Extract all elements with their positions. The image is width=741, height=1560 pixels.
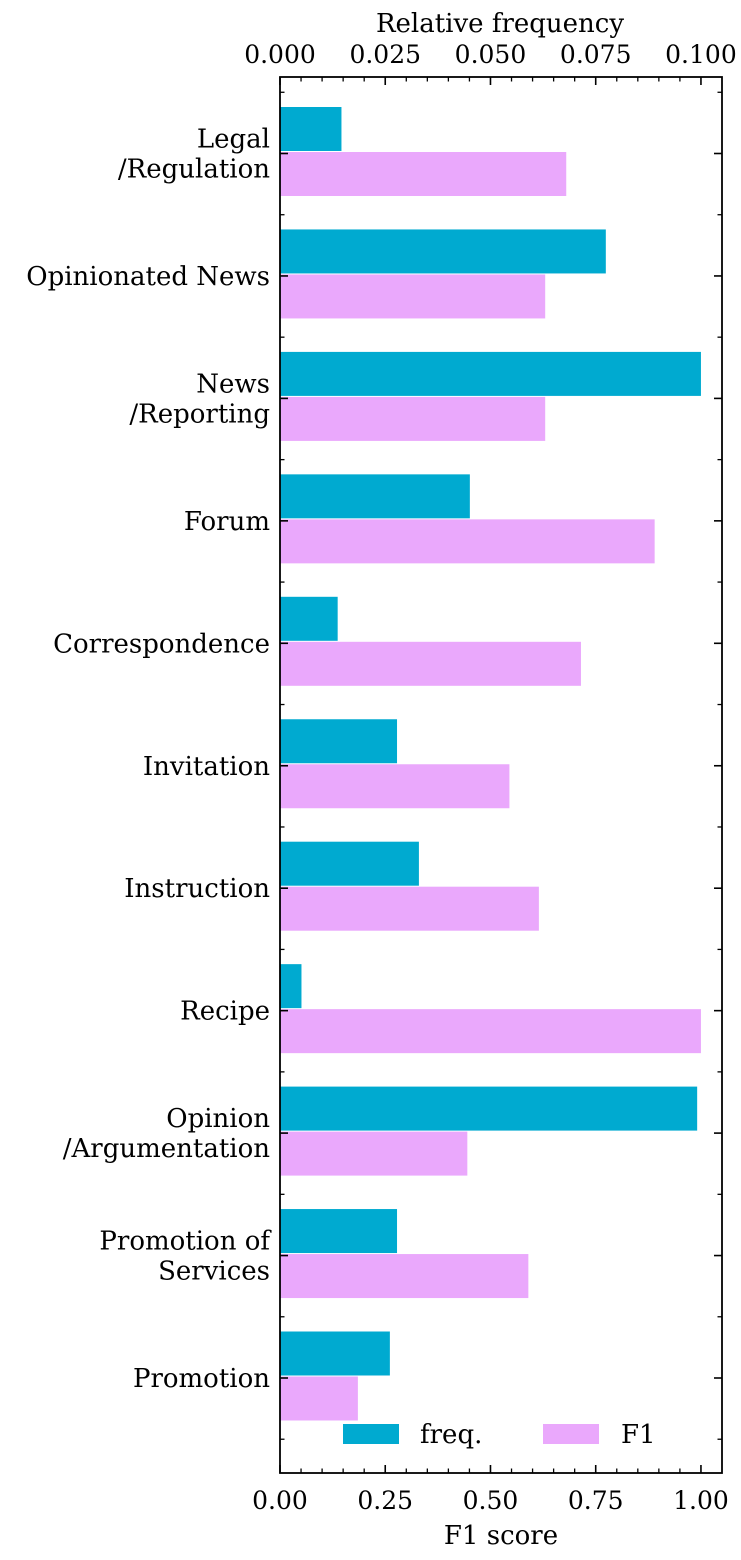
- category-label: Recipe: [180, 997, 270, 1027]
- bar-f1: [280, 1131, 468, 1176]
- bar-f1: [280, 1009, 701, 1054]
- category-label: Opinion/Argumentation: [63, 1104, 271, 1164]
- x-bottom-tick-label: 0.50: [463, 1486, 519, 1515]
- legend-label: freq.: [420, 1420, 482, 1450]
- category-label: Legal/Regulation: [118, 125, 270, 185]
- bar-freq: [280, 841, 419, 886]
- bar-freq: [280, 719, 398, 764]
- x-bottom-tick-label: 0.75: [568, 1486, 624, 1515]
- bar-freq: [280, 964, 302, 1009]
- x-bottom-axis-title: F1 score: [444, 1521, 558, 1551]
- category-label: News/Reporting: [129, 369, 270, 429]
- bar-freq: [280, 1331, 390, 1376]
- legend-label: F1: [621, 1420, 656, 1450]
- x-top-tick-label: 0.075: [560, 40, 632, 69]
- bar-f1: [280, 519, 655, 564]
- category-label: Promotion: [133, 1364, 270, 1394]
- category-label: Promotion of Services: [99, 1227, 272, 1287]
- bar-f1: [280, 1376, 358, 1421]
- x-top-tick-label: 0.050: [455, 40, 527, 69]
- category-label: Opinionated News: [26, 262, 270, 292]
- plot-frame: [279, 76, 723, 1474]
- bar-f1: [280, 886, 539, 931]
- bar-f1: [280, 274, 546, 319]
- bar-f1: [280, 1254, 529, 1299]
- x-top-axis-title: Relative frequency: [376, 9, 624, 39]
- bar-freq: [280, 1209, 398, 1254]
- x-top-tick-label: 0.000: [244, 40, 316, 69]
- bar-f1: [280, 764, 510, 809]
- category-label: Invitation: [143, 752, 270, 782]
- x-top-tick-label: 0.100: [665, 40, 737, 69]
- bar-freq: [280, 351, 701, 396]
- bar-f1: [280, 152, 567, 196]
- bar-f1: [280, 641, 581, 686]
- bar-freq: [280, 229, 606, 274]
- x-bottom-tick-label: 1.00: [673, 1486, 729, 1515]
- x-bottom-tick-label: 0.00: [252, 1486, 308, 1515]
- bar-freq: [280, 107, 342, 151]
- legend-swatch: [343, 1424, 399, 1444]
- bar-freq: [280, 596, 338, 641]
- legend-swatch: [543, 1424, 599, 1444]
- bar-freq: [280, 1086, 698, 1131]
- bar-f1: [280, 396, 546, 441]
- category-label: Forum: [184, 507, 270, 537]
- category-label: Correspondence: [53, 629, 270, 659]
- bar-freq: [280, 474, 470, 519]
- x-top-tick-label: 0.025: [349, 40, 421, 69]
- category-label: Instruction: [124, 874, 270, 904]
- x-bottom-tick-label: 0.25: [357, 1486, 413, 1515]
